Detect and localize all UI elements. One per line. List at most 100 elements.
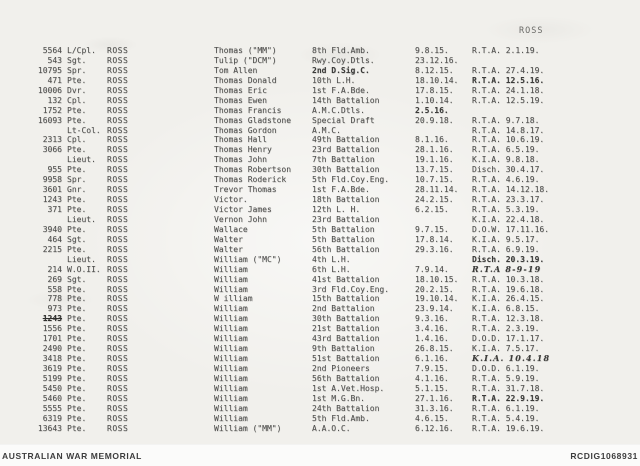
cell-unit: 41st Battalion <box>312 274 380 284</box>
cell-date: 26.8.15. <box>415 344 454 354</box>
cell-fate: Disch. 20.3.19. <box>472 254 545 264</box>
cell-num: 3940 <box>42 224 62 234</box>
roll-row: 5564 L/Cpl. ROSS Thomas ("MM") 8th Fld.Amb. 9… <box>0 46 640 56</box>
page-surname-label: ROSS <box>519 26 544 36</box>
cell-date: 7.9.14. <box>415 264 449 274</box>
cell-num: 1556 <box>42 324 62 334</box>
cell-fate: R.T.A. 4.6.19. <box>472 175 540 185</box>
cell-date: 6.1.16. <box>415 354 449 364</box>
cell-surname: ROSS <box>107 324 129 334</box>
cell-unit: 18th Battalion <box>312 195 380 205</box>
cell-name: Thomas Ewen <box>214 95 267 105</box>
roll-row: 955 Pte. ROSS Thomas Robertson 30th Battalio… <box>0 165 640 175</box>
cell-unit: A.A.O.C. <box>312 423 351 433</box>
cell-surname: ROSS <box>107 95 129 105</box>
roll-row: Lieut. ROSS Thomas John 7th Battalion 19.1.1… <box>0 155 640 165</box>
cell-surname: ROSS <box>107 55 129 65</box>
cell-num: 1243 <box>42 314 62 324</box>
roll-row: 973 Pte. ROSS William 2nd Battalion 23.9.14. K… <box>0 304 640 314</box>
cell-name: Thomas Gordon <box>214 125 277 135</box>
cell-unit: 5th Fld.Amb. <box>312 413 370 423</box>
cell-name: Victor James <box>214 205 272 214</box>
cell-unit: 21st Battalion <box>312 324 380 334</box>
cell-name: Tom Allen <box>214 65 258 75</box>
roll-row: 1243 Pte. ROSS William 30th Battalion 9.3.16.… <box>0 314 640 324</box>
cell-fate: R.T.A. 19.6.18. <box>472 284 545 294</box>
cell-fate: R.T.A. 5.9.19. <box>472 373 540 383</box>
cell-name: William ("MC") <box>214 254 282 264</box>
cell-fate: R.T.A. 14.8.17. <box>472 125 545 135</box>
cell-name: Victor. <box>214 195 248 205</box>
cell-surname: ROSS <box>107 155 129 165</box>
cell-num: 214 <box>47 264 62 274</box>
cell-fate: D.O.W. 17.11.16. <box>472 224 550 234</box>
cell-name: Trevor Thomas <box>214 185 277 195</box>
cell-surname: ROSS <box>107 165 129 175</box>
cell-unit: 1st F.A.Bde. <box>312 85 370 95</box>
cell-unit: 8th Fld.Amb. <box>312 46 370 55</box>
roll-row: 16093 Pte. ROSS Thomas Gladstone Special Dra… <box>0 116 640 126</box>
cell-rank: Pte. <box>67 244 87 254</box>
roll-row: 5450 Pte. ROSS William 1st A.Vet.Hosp. 5.1.15… <box>0 384 640 394</box>
cell-unit: 5th Fld.Coy.Eng. <box>312 175 390 185</box>
cell-date: 23.12.16. <box>415 55 459 65</box>
cell-num: 558 <box>47 284 62 294</box>
cell-surname: ROSS <box>107 423 129 433</box>
roll-row: 5460 Pte. ROSS William 1st M.G.Bn. 27.1.16. R.… <box>0 394 640 404</box>
cell-name: William <box>214 324 248 334</box>
cell-unit: 5th Battalion <box>312 234 375 244</box>
roll-row: 543 Sgt. ROSS Tulip ("DCM") Rwy.Coy.Dtls. 23.… <box>0 56 640 66</box>
roll-row: 1701 Pte. ROSS William 43rd Battalion 1.4.16.… <box>0 334 640 344</box>
roll-row: 5199 Pte. ROSS William 56th Battalion 4.1.16.… <box>0 374 640 384</box>
cell-name: Tulip ("DCM") <box>214 55 277 65</box>
cell-unit: A.M.C.Dtls. <box>312 105 365 115</box>
cell-rank: Lt-Col. <box>67 125 101 135</box>
cell-unit: 1st M.G.Bn. <box>312 393 365 403</box>
cell-surname: ROSS <box>107 205 129 214</box>
cell-unit: 49th Battalion <box>312 135 380 145</box>
cell-name: Thomas Roderick <box>214 175 287 185</box>
cell-num: 973 <box>47 304 62 314</box>
cell-rank: L/Cpl. <box>67 46 96 55</box>
cell-date: 28.1.16. <box>415 145 454 155</box>
cell-rank: Lieut. <box>67 155 96 165</box>
cell-rank: Sgt. <box>67 234 87 244</box>
cell-fate: R.T.A. 12.5.19. <box>472 95 545 105</box>
cell-name: William <box>214 284 248 294</box>
cell-surname: ROSS <box>107 145 129 155</box>
cell-num: 1701 <box>42 334 62 344</box>
cell-surname: ROSS <box>107 383 129 393</box>
cell-date: 4.6.15. <box>415 413 449 423</box>
cell-date: 7.9.15. <box>415 364 449 373</box>
cell-name: Thomas Gladstone <box>214 115 292 125</box>
cell-date: 18.10.14. <box>415 75 459 85</box>
cell-date: 1.4.16. <box>415 334 449 344</box>
cell-surname: ROSS <box>107 264 129 274</box>
cell-fate: K.I.A. 9.8.18. <box>472 155 540 165</box>
roll-row: 464 Sgt. ROSS Walter 5th Battalion 17.8.14. K.… <box>0 235 640 245</box>
cell-fate: Disch. 30.4.17. <box>472 165 545 175</box>
cell-num: 10006 <box>37 85 62 95</box>
cell-fate: R.T.A. 10.3.18. <box>472 274 545 284</box>
cell-fate: K.I.A. 10.4.18 <box>472 353 551 364</box>
cell-unit: 9th Battalion <box>312 344 375 354</box>
cell-date: 9.3.16. <box>415 314 449 324</box>
cell-num: 1752 <box>42 105 62 115</box>
cell-rank: Dvr. <box>67 85 87 95</box>
cell-rank: Pte. <box>67 224 87 234</box>
cell-rank: Spr. <box>67 65 87 75</box>
cell-unit: 6th L.H. <box>312 264 351 274</box>
cell-fate: R.T.A. 23.3.17. <box>472 195 545 205</box>
cell-surname: ROSS <box>107 364 129 373</box>
cell-num: 5199 <box>42 373 62 383</box>
cell-name: Vernon John <box>214 214 267 224</box>
cell-unit: 56th Battalion <box>312 373 380 383</box>
cell-fate: R.T.A. 5.3.19. <box>472 205 540 214</box>
cell-surname: ROSS <box>107 314 129 324</box>
cell-fate: R.T.A. 2.3.19. <box>472 324 540 334</box>
cell-num: 3601 <box>42 185 62 195</box>
cell-rank: Pte. <box>67 354 87 364</box>
cell-rank: Pte. <box>67 373 87 383</box>
cell-rank: Pte. <box>67 205 87 214</box>
cell-unit: 23rd Battalion <box>312 145 380 155</box>
